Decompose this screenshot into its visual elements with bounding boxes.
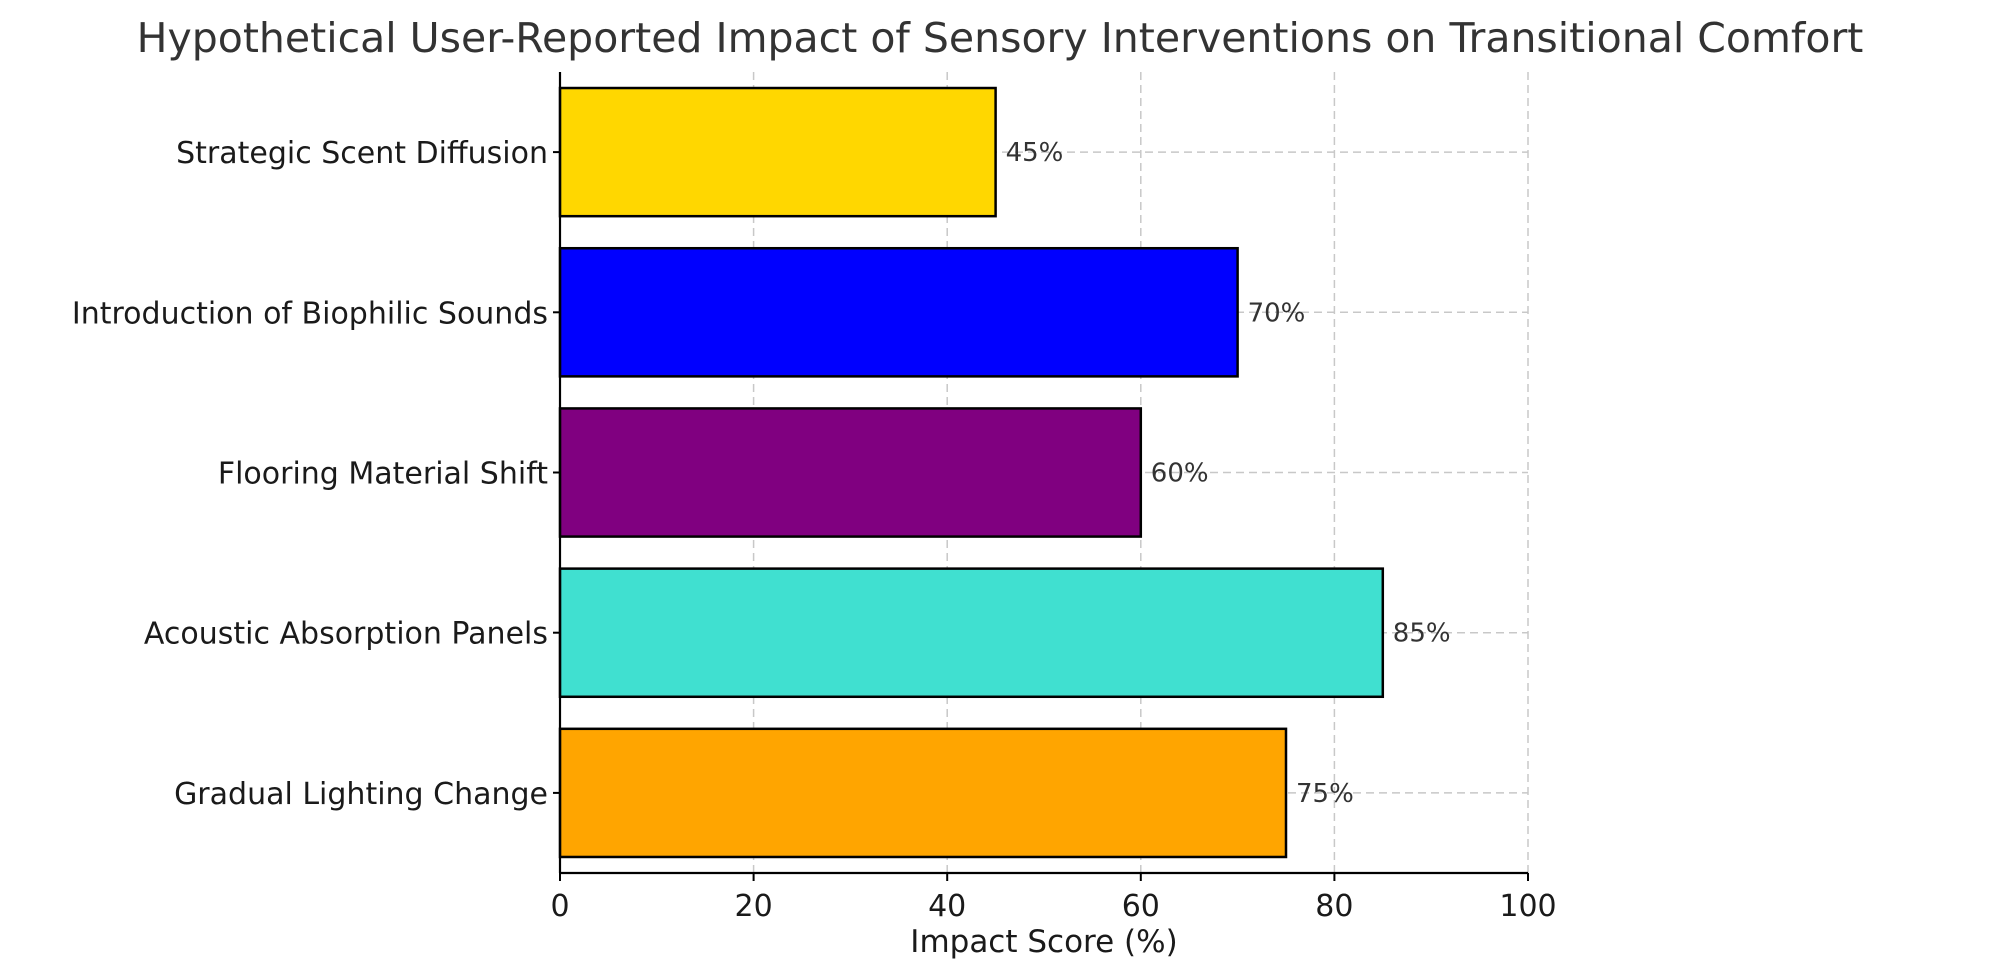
x-tick-label-5: 100 <box>1499 889 1556 924</box>
bar-1 <box>558 567 1385 699</box>
x-tick-label-4: 80 <box>1315 889 1353 924</box>
bar-4 <box>558 86 997 218</box>
labels: 75% Gradual Lighting Change 85% Acoustic Ab… <box>72 136 1557 924</box>
value-label-4: 45% <box>1006 138 1064 168</box>
bar-3 <box>558 246 1239 378</box>
bars <box>558 86 1385 859</box>
bar-0 <box>558 727 1288 859</box>
axes <box>553 72 1529 881</box>
category-label-2: Flooring Material Shift <box>218 457 548 492</box>
x-tick-label-2: 40 <box>928 889 966 924</box>
category-label-3: Introduction of Biophilic Sounds <box>72 296 548 331</box>
category-label-0: Gradual Lighting Change <box>174 777 548 812</box>
chart-title: Hypothetical User-Reported Impact of Sen… <box>137 14 1864 62</box>
value-label-0: 75% <box>1296 779 1354 809</box>
value-label-1: 85% <box>1393 619 1451 649</box>
x-tick-label-0: 0 <box>550 889 569 924</box>
value-label-3: 70% <box>1248 298 1306 328</box>
category-label-4: Strategic Scent Diffusion <box>176 136 548 171</box>
x-axis-label: Impact Score (%) <box>910 924 1177 960</box>
value-label-2: 60% <box>1151 459 1209 489</box>
x-tick-label-3: 60 <box>1122 889 1160 924</box>
category-label-1: Acoustic Absorption Panels <box>144 617 548 652</box>
x-tick-label-1: 20 <box>735 889 773 924</box>
bar-2 <box>558 407 1143 538</box>
